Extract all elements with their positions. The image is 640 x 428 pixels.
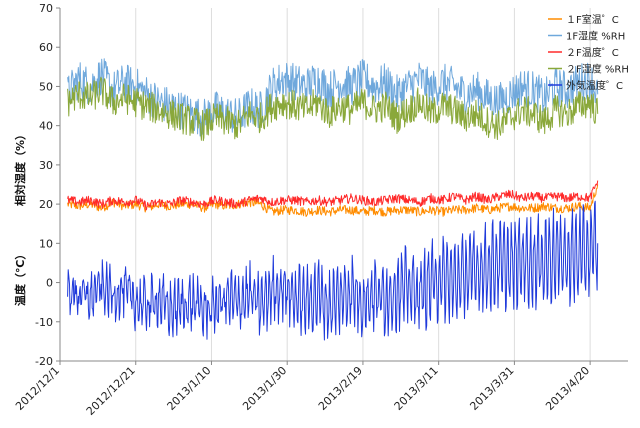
x-tick-label: 2013/1/30: [240, 364, 289, 413]
x-tick-label: 2013/2/19: [316, 364, 365, 413]
legend-label: ２F湿度 %RH: [566, 63, 629, 76]
x-tick-label: 2013/3/11: [392, 364, 441, 413]
y-tick-label: -20: [35, 355, 53, 368]
y-tick-label: 70: [39, 2, 53, 15]
legend-label: 外気温度゜C: [566, 79, 623, 92]
x-tick-label: 2013/3/31: [467, 364, 516, 413]
series-line-4: [67, 200, 599, 341]
x-tick-label: 2013/4/20: [543, 364, 592, 413]
series-lines: [67, 58, 599, 341]
y-axis-title-humidity: 相対湿度（%）: [13, 129, 27, 206]
y-tick-label: 50: [39, 80, 53, 93]
y-axis-title-temperature: 温度（℃）: [13, 249, 27, 306]
x-tick-label: 2012/12/1: [13, 364, 62, 413]
legend-label: １F室温゜C: [566, 13, 619, 26]
y-tick-label: 20: [39, 198, 53, 211]
y-tick-label: 60: [39, 41, 53, 54]
y-axis-title: 相対湿度（%） 温度（℃）: [13, 129, 27, 306]
y-tick-label: -10: [35, 316, 53, 329]
x-tick-label: 2013/1/10: [165, 364, 214, 413]
y-tick-label: 30: [39, 159, 53, 172]
series-line-0: [67, 184, 599, 217]
legend: １F室温゜C 1F湿度 %RH ２F温度゜C ２F湿度 %RH 外気温度゜C: [548, 13, 629, 92]
x-tick-label: 2012/12/21: [84, 364, 138, 418]
series-line-3: [67, 76, 599, 142]
y-tick-label: 40: [39, 120, 53, 133]
legend-label: ２F温度゜C: [566, 46, 619, 59]
y-tick-label: 0: [46, 277, 53, 290]
legend-label: 1F湿度 %RH: [566, 30, 625, 43]
y-tick-label: 10: [39, 237, 53, 250]
series-line-2: [67, 180, 599, 211]
